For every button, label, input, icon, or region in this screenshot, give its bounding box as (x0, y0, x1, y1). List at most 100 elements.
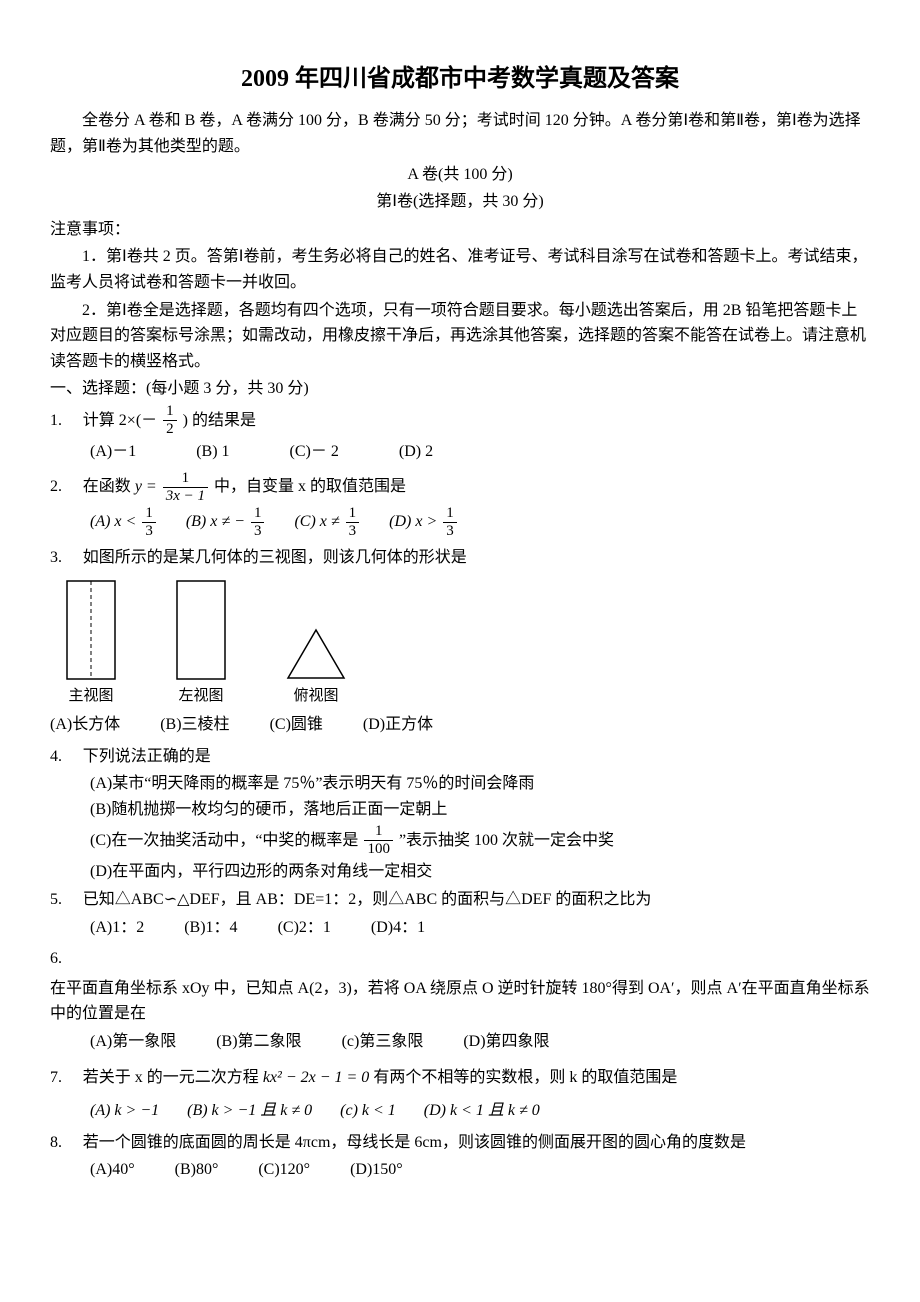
q8-num: 8. (50, 1130, 79, 1156)
front-view-icon (66, 580, 116, 680)
q2-d-pre: (D) x > (389, 509, 437, 535)
left-view-icon (176, 580, 226, 680)
q2-yeq: y = (135, 474, 157, 500)
q2-d-num: 1 (443, 506, 457, 522)
q1-stem-a: 计算 2×(－ (83, 408, 157, 434)
q5-opt-a: (A)1：2 (90, 915, 144, 941)
q1-opt-c: (C)－ 2 (290, 439, 339, 465)
question-3: 3. 如图所示的是某几何体的三视图，则该几何体的形状是 (50, 545, 870, 571)
q4-opt-d: (D)在平面内，平行四边形的两条对角线一定相交 (90, 859, 870, 885)
q2-frac-den: 3x − 1 (163, 487, 208, 504)
q4-c-num: 1 (372, 824, 386, 840)
q2-c-num: 1 (346, 506, 360, 522)
q3-opt-d: (D)正方体 (363, 712, 433, 738)
q6-opt-a: (A)第一象限 (90, 1029, 176, 1055)
q3-opt-a: (A)长方体 (50, 712, 120, 738)
q7-opt-c: (c) k < 1 (340, 1098, 396, 1124)
q2-stem-b: 中，自变量 x 的取值范围是 (214, 474, 406, 500)
q5-opt-c: (C)2：1 (278, 915, 331, 941)
q8-options: (A)40° (B)80° (C)120° (D)150° (90, 1157, 870, 1183)
q6-opt-d: (D)第四象限 (463, 1029, 549, 1055)
q7-num: 7. (50, 1065, 79, 1091)
question-6: 6. 在平面直角坐标系 xOy 中，已知点 A(2，3)，若将 OA 绕原点 O… (50, 946, 870, 1027)
q5-opt-b: (B)1：4 (184, 915, 237, 941)
q4-c-post: ”表示抽奖 100 次就一定会中奖 (399, 828, 614, 854)
q5-stem: 已知△ABC∽△DEF，且 AB：DE=1：2，则△ABC 的面积与△DEF 的… (83, 887, 652, 913)
q3-options: (A)长方体 (B)三棱柱 (C)圆锥 (D)正方体 (50, 712, 870, 738)
q1-opt-b: (B) 1 (196, 439, 229, 465)
q1-frac-num: 1 (163, 404, 177, 420)
q8-stem: 若一个圆锥的底面圆的周长是 4πcm，母线长是 6cm，则该圆锥的侧面展开图的圆… (83, 1130, 746, 1156)
q1-options: (A)－1 (B) 1 (C)－ 2 (D) 2 (90, 439, 870, 465)
q5-opt-d: (D)4：1 (371, 915, 425, 941)
q3-left-view: 左视图 (176, 580, 226, 708)
q5-options: (A)1：2 (B)1：4 (C)2：1 (D)4：1 (90, 915, 870, 941)
q4-opt-b: (B)随机抛掷一枚均匀的硬币，落地后正面一定朝上 (90, 797, 870, 823)
q2-b-pre: (B) x ≠ − (186, 509, 245, 535)
q2-b-den: 3 (251, 522, 265, 539)
q8-opt-a: (A)40° (90, 1157, 135, 1183)
q6-opt-c: (c)第三象限 (342, 1029, 424, 1055)
notice-label: 注意事项： (50, 217, 870, 243)
q3-top-view: 俯视图 (286, 628, 346, 708)
q2-a-frac: 1 3 (142, 506, 156, 539)
q2-a-den: 3 (142, 522, 156, 539)
paper-a-header: A 卷(共 100 分) (50, 162, 870, 188)
part1-header: 第Ⅰ卷(选择题，共 30 分) (50, 189, 870, 215)
q7-opt-a: (A) k > −1 (90, 1098, 159, 1124)
q1-opt-d: (D) 2 (399, 439, 433, 465)
q2-opt-b: (B) x ≠ − 1 3 (186, 506, 267, 539)
q2-b-num: 1 (251, 506, 265, 522)
q7-stem-a: 若关于 x 的一元二次方程 (83, 1065, 259, 1091)
intro-paragraph: 全卷分 A 卷和 B 卷，A 卷满分 100 分，B 卷满分 50 分；考试时间… (50, 108, 870, 159)
q2-opt-a: (A) x < 1 3 (90, 506, 158, 539)
question-4: 4. 下列说法正确的是 (50, 744, 870, 770)
q4-opt-c: (C)在一次抽奖活动中，“中奖的概率是 1 100 ”表示抽奖 100 次就一定… (90, 824, 870, 857)
notice-1: 1．第Ⅰ卷共 2 页。答第Ⅰ卷前，考生务必将自己的姓名、准考证号、考试科目涂写在… (50, 244, 870, 295)
q1-opt-a: (A)－1 (90, 439, 136, 465)
q3-view1-label: 主视图 (68, 684, 113, 708)
q3-stem: 如图所示的是某几何体的三视图，则该几何体的形状是 (83, 545, 467, 571)
q8-opt-b: (B)80° (175, 1157, 219, 1183)
notice-2: 2．第Ⅰ卷全是选择题，各题均有四个选项，只有一项符合题目要求。每小题选出答案后，… (50, 298, 870, 375)
q2-c-den: 3 (346, 522, 360, 539)
q4-c-frac: 1 100 (364, 824, 393, 857)
q3-view2-label: 左视图 (178, 684, 223, 708)
q2-stem-a: 在函数 (83, 474, 131, 500)
q2-c-frac: 1 3 (346, 506, 360, 539)
question-5: 5. 已知△ABC∽△DEF，且 AB：DE=1：2，则△ABC 的面积与△DE… (50, 887, 870, 913)
q3-num: 3. (50, 545, 79, 571)
question-8: 8. 若一个圆锥的底面圆的周长是 4πcm，母线长是 6cm，则该圆锥的侧面展开… (50, 1130, 870, 1156)
q2-fraction: 1 3x − 1 (163, 471, 208, 504)
q8-opt-c: (C)120° (258, 1157, 310, 1183)
q4-stem: 下列说法正确的是 (83, 744, 211, 770)
q8-opt-d: (D)150° (350, 1157, 403, 1183)
q2-c-pre: (C) x ≠ (294, 509, 339, 535)
top-view-icon (286, 628, 346, 680)
question-7: 7. 若关于 x 的一元二次方程 kx² − 2x − 1 = 0 有两个不相等… (50, 1065, 870, 1091)
q3-views: 主视图 左视图 俯视图 (66, 580, 870, 708)
q6-num: 6. (50, 946, 79, 972)
question-1: 1. 计算 2×(－ 1 2 ) 的结果是 (50, 404, 870, 437)
q3-front-view: 主视图 (66, 580, 116, 708)
q2-opt-c: (C) x ≠ 1 3 (294, 506, 361, 539)
q7-opt-d: (D) k < 1 且 k ≠ 0 (424, 1098, 540, 1124)
q7-stem-b: 有两个不相等的实数根，则 k 的取值范围是 (373, 1065, 677, 1091)
q2-num: 2. (50, 474, 79, 500)
q3-view3-label: 俯视图 (293, 684, 338, 708)
q2-b-frac: 1 3 (251, 506, 265, 539)
q2-a-num: 1 (142, 506, 156, 522)
q3-opt-c: (C)圆锥 (270, 712, 323, 738)
q2-a-pre: (A) x < (90, 509, 136, 535)
q1-frac-den: 2 (163, 420, 177, 437)
q7-options: (A) k > −1 (B) k > −1 且 k ≠ 0 (c) k < 1 … (90, 1098, 870, 1124)
q4-num: 4. (50, 744, 79, 770)
section-1-label: 一、选择题：(每小题 3 分，共 30 分) (50, 376, 870, 402)
q4-c-den: 100 (364, 840, 393, 857)
q7-opt-b: (B) k > −1 且 k ≠ 0 (187, 1098, 312, 1124)
q1-stem-b: ) 的结果是 (183, 408, 256, 434)
q5-num: 5. (50, 887, 79, 913)
q1-num: 1. (50, 408, 79, 434)
q2-opt-d: (D) x > 1 3 (389, 506, 459, 539)
q1-fraction: 1 2 (163, 404, 177, 437)
